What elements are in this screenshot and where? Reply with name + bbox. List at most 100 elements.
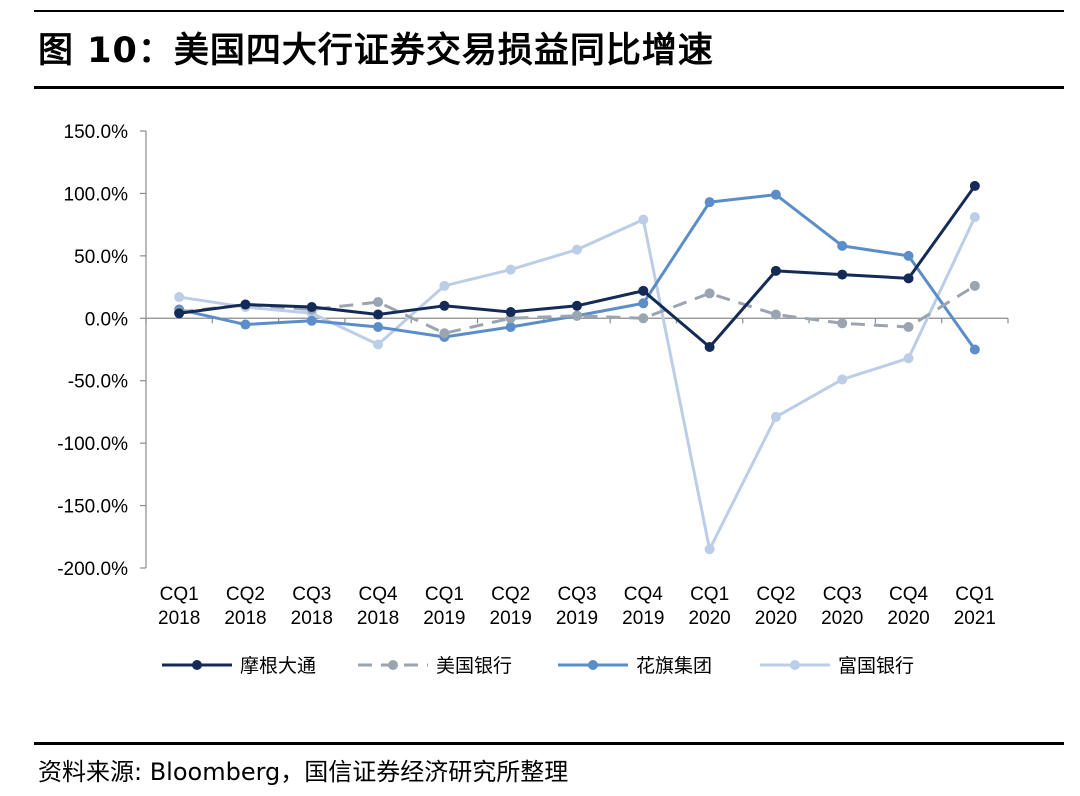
legend-swatch-marker	[388, 660, 398, 670]
x-tick-label-quarter: CQ4	[889, 584, 929, 605]
series-point	[638, 214, 649, 225]
x-tick-label-quarter: CQ2	[756, 584, 795, 605]
series-point	[240, 299, 251, 310]
y-tick-label: -200.0%	[57, 559, 128, 580]
title-rule	[34, 86, 1064, 89]
x-tick-label-year: 2020	[821, 608, 863, 629]
series-point	[373, 297, 384, 308]
series-point	[505, 307, 516, 318]
x-tick-label-quarter: CQ1	[955, 584, 994, 605]
x-tick-label-year: 2018	[357, 608, 399, 629]
chart-axes: 150.0% 100.0% 50.0% 0.0% -50.0% -100.0% -150.0…	[57, 122, 1009, 629]
x-tick-label-quarter: CQ1	[425, 584, 464, 605]
x-tick-label-year: 2020	[688, 608, 730, 629]
series-point	[373, 322, 384, 333]
series-point	[572, 244, 582, 255]
x-tick-label-quarter: CQ4	[359, 584, 399, 605]
series-line	[178, 216, 977, 551]
chart-series	[174, 180, 980, 555]
series-point	[903, 353, 914, 364]
series-point	[572, 310, 582, 321]
x-tick-label-quarter: CQ3	[292, 584, 331, 605]
x-tick-label-year: 2018	[224, 608, 266, 629]
x-tick-label-quarter: CQ1	[160, 584, 199, 605]
series-point	[373, 309, 384, 320]
series-point	[969, 180, 980, 191]
line-chart: 150.0% 100.0% 50.0% 0.0% -50.0% -100.0% -150.0…	[57, 122, 1009, 677]
x-tick-label-year: 2020	[887, 608, 929, 629]
series-point	[770, 309, 781, 320]
series-point	[969, 280, 980, 291]
series-point	[903, 322, 914, 333]
figure-title: 图 10：美国四大行证券交易损益同比增速	[38, 31, 714, 71]
legend-swatch-marker	[192, 660, 202, 670]
y-tick-label: -100.0%	[57, 434, 128, 455]
series-point	[439, 300, 450, 311]
series-point	[837, 374, 848, 385]
series-point	[837, 269, 848, 280]
x-tick-label-quarter: CQ2	[226, 584, 265, 605]
series-point	[770, 265, 781, 276]
series-point	[770, 189, 781, 200]
series-point	[373, 339, 384, 350]
y-tick-label: 150.0%	[64, 122, 129, 143]
top-rule	[34, 10, 1064, 12]
legend-item-2: 美国银行	[358, 655, 512, 677]
legend-label: 花旗集团	[636, 655, 712, 677]
x-tick-label-year: 2020	[755, 608, 797, 629]
series-point	[704, 197, 715, 208]
y-tick-label: 50.0%	[74, 247, 128, 268]
legend-label: 富国银行	[838, 655, 914, 677]
y-tick-label: 0.0%	[85, 309, 128, 330]
legend-item-1: 摩根大通	[162, 655, 316, 677]
x-tick-label-quarter: CQ3	[823, 584, 862, 605]
series-point	[638, 313, 649, 324]
source-note: 资料来源: Bloomberg，国信证券经济研究所整理	[38, 758, 569, 786]
chart-legend: 摩根大通 美国银行 花旗集团 富国银行	[162, 655, 914, 677]
y-tick-label: -150.0%	[57, 497, 128, 518]
series-point	[174, 292, 185, 303]
series-point	[638, 298, 649, 309]
series-point	[837, 318, 848, 329]
series-4	[174, 212, 980, 555]
series-line	[178, 193, 977, 351]
legend-swatch-marker	[588, 660, 598, 670]
series-point	[174, 308, 185, 319]
legend-label: 美国银行	[436, 655, 512, 677]
series-point	[439, 328, 450, 339]
series-point	[770, 411, 781, 422]
series-point	[903, 250, 914, 261]
series-point	[704, 544, 715, 555]
series-point	[572, 300, 582, 311]
series-point	[505, 322, 516, 333]
legend-item-4: 富国银行	[760, 655, 914, 677]
series-point	[505, 264, 516, 275]
series-point	[969, 212, 980, 223]
bottom-rule	[34, 742, 1064, 745]
series-3	[174, 189, 980, 355]
y-tick-label: -50.0%	[68, 372, 128, 393]
x-tick-label-quarter: CQ1	[690, 584, 729, 605]
x-tick-label-year: 2019	[423, 608, 465, 629]
series-point	[306, 302, 317, 313]
x-tick-label-year: 2019	[622, 608, 664, 629]
x-tick-label-year: 2018	[158, 608, 200, 629]
series-point	[704, 288, 715, 299]
x-tick-label-quarter: CQ4	[624, 584, 664, 605]
series-point	[240, 319, 251, 330]
x-tick-label-year: 2021	[954, 608, 996, 629]
legend-label: 摩根大通	[240, 655, 316, 677]
series-point	[704, 342, 715, 353]
legend-swatch-marker	[790, 660, 800, 670]
x-tick-label-year: 2019	[556, 608, 598, 629]
series-point	[903, 273, 914, 284]
y-tick-label: 100.0%	[64, 184, 129, 205]
series-point	[969, 344, 980, 355]
series-1	[174, 180, 980, 353]
x-tick-label-quarter: CQ2	[491, 584, 530, 605]
series-point	[306, 315, 317, 326]
x-tick-label-year: 2019	[490, 608, 532, 629]
series-point	[837, 240, 848, 251]
legend-item-3: 花旗集团	[558, 655, 712, 677]
series-point	[638, 285, 649, 296]
